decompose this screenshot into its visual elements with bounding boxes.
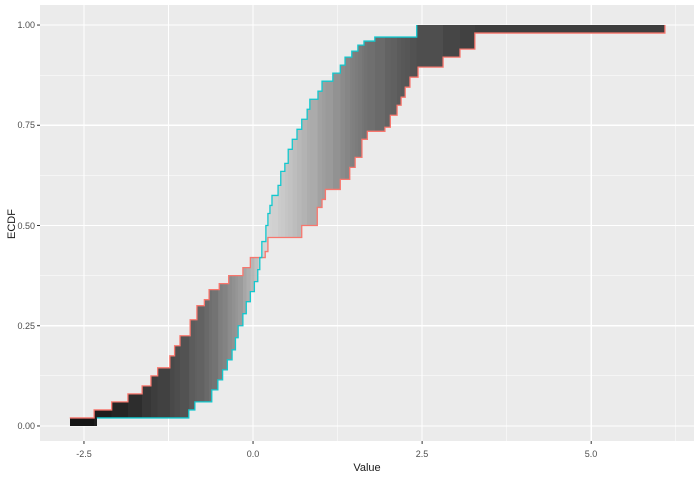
x-tick-label: 5.0 bbox=[585, 449, 598, 459]
ecdf-red-line bbox=[69, 25, 666, 419]
x-tick-label: 0.0 bbox=[247, 449, 260, 459]
grid-major-lines bbox=[40, 5, 694, 441]
y-tick-label: 0.75 bbox=[17, 120, 35, 130]
x-tick-label: 2.5 bbox=[416, 449, 429, 459]
y-tick-label: 0.00 bbox=[17, 421, 35, 431]
x-axis-tick-labels: -2.5 0.0 2.5 5.0 bbox=[76, 449, 597, 459]
axis-tick-marks bbox=[37, 24, 592, 444]
grid-minor-lines bbox=[40, 5, 694, 441]
y-axis-tick-labels: 0.00 0.25 0.50 0.75 1.00 bbox=[17, 20, 35, 431]
x-axis-title: Value bbox=[353, 462, 380, 474]
ecdf-cyan-line bbox=[96, 25, 418, 419]
ecdf-lines bbox=[69, 25, 666, 419]
y-tick-label: 0.50 bbox=[17, 221, 35, 231]
x-tick-label: -2.5 bbox=[76, 449, 92, 459]
y-tick-label: 0.25 bbox=[17, 321, 35, 331]
y-axis-title: ECDF bbox=[6, 209, 18, 239]
y-tick-label: 1.00 bbox=[17, 20, 35, 30]
ecdf-ribbon bbox=[69, 25, 665, 426]
